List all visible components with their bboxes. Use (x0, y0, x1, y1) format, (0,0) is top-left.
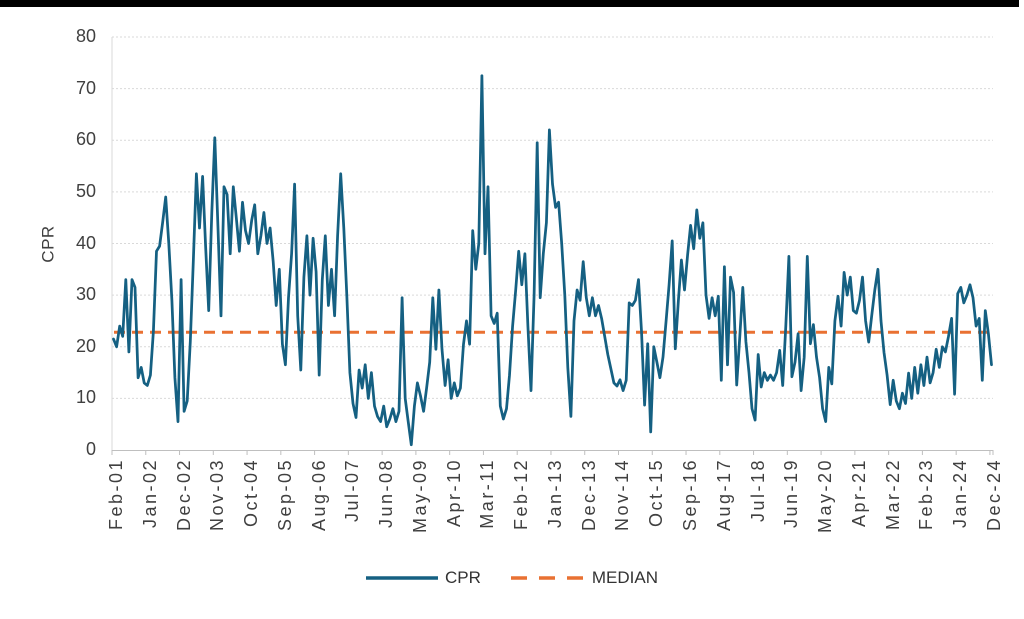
x-axis-label: Feb-23 (916, 458, 937, 531)
legend-item-cpr[interactable]: CPR (365, 568, 481, 588)
x-axis-label: May-20 (815, 458, 836, 534)
x-axis-label: Jul-07 (342, 458, 363, 523)
legend-item-median[interactable]: MEDIAN (510, 568, 659, 588)
x-axis-label: Jan-02 (139, 458, 160, 529)
x-axis-label: Sep-16 (680, 458, 701, 532)
x-axis-label: Apr-21 (848, 458, 869, 528)
y-axis-label: 0 (85, 439, 96, 460)
x-axis-label: Jun-19 (781, 458, 802, 529)
x-axis-label: Aug-06 (308, 458, 329, 532)
legend-label-cpr: CPR (444, 568, 481, 587)
x-axis-label: Feb-01 (106, 458, 126, 531)
x-axis-label: Aug-17 (713, 458, 734, 532)
y-axis-label: 80 (75, 26, 96, 47)
median-line-swatch (510, 576, 585, 580)
y-axis-label: 40 (75, 232, 96, 253)
y-axis-label: 70 (75, 77, 96, 98)
cpr-line-swatch (365, 576, 438, 580)
x-axis-label: Jan-13 (544, 458, 565, 529)
cpr-series-line[interactable] (112, 74, 993, 447)
x-axis-label: Apr-10 (443, 458, 464, 528)
x-axis-label: Oct-04 (241, 458, 262, 528)
x-axis-label: Sep-05 (274, 458, 295, 532)
y-axis-label: 50 (75, 180, 96, 201)
x-axis-label: Jul-18 (747, 458, 768, 523)
top-black-bar (0, 0, 1019, 7)
x-axis-label: Nov-14 (612, 458, 633, 532)
x-axis-label: Oct-15 (646, 458, 667, 528)
y-axis-label: 10 (75, 387, 96, 408)
legend: CPR MEDIAN (0, 565, 1024, 591)
x-axis-label: Dec-13 (578, 458, 599, 532)
x-axis-label: Mar-11 (477, 458, 498, 529)
x-axis-label: Nov-03 (207, 458, 228, 532)
y-axis-label: 30 (75, 284, 96, 305)
x-axis-label: Dec-02 (173, 458, 194, 532)
y-axis-label: 60 (75, 129, 96, 150)
x-axis-label: May-09 (409, 458, 430, 534)
x-axis-label: Jan-24 (950, 458, 971, 529)
y-axis-label: 20 (75, 335, 96, 356)
x-axis-label: Feb-12 (511, 458, 532, 531)
x-axis-label: Jun-08 (376, 458, 397, 529)
legend-label-median: MEDIAN (591, 568, 659, 587)
x-axis-label: Mar-22 (882, 458, 903, 531)
x-axis-label: Dec-24 (983, 458, 1004, 532)
